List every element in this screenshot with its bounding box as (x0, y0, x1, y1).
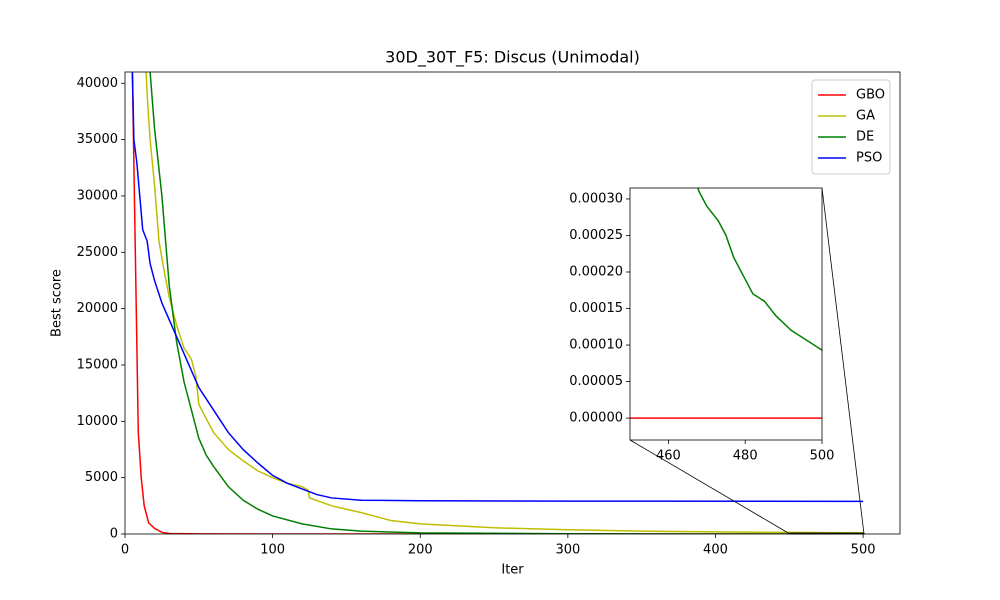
y-tick-label: 0.00015 (569, 301, 623, 316)
chart-title: 30D_30T_F5: Discus (Unimodal) (385, 48, 640, 68)
x-tick-label: 300 (555, 543, 580, 558)
plot-lines (630, 188, 822, 419)
y-tick-label: 0.00000 (569, 411, 623, 426)
y-tick-label: 0.00030 (569, 191, 623, 206)
legend-box (811, 79, 891, 175)
x-tick-label: 400 (703, 543, 728, 558)
y-tick-label: 0.00005 (569, 374, 623, 389)
x-tick-label: 0 (121, 543, 129, 558)
legend-label: GA (856, 109, 875, 124)
legend-label: GBO (856, 88, 885, 103)
zoom-connector (821, 187, 865, 535)
y-tick-label: 0.00010 (569, 338, 623, 353)
y-tick-label: 30000 (77, 188, 118, 203)
y-axis-label: Best score (50, 269, 65, 337)
x-tick-label: 500 (810, 449, 835, 464)
axes-frame (629, 187, 823, 441)
y-tick-label: 0.00025 (569, 228, 623, 243)
y-tick-label: 10000 (77, 414, 118, 429)
line-series (697, 188, 822, 351)
y-tick-label: 25000 (77, 245, 118, 260)
y-tick-label: 15000 (77, 357, 118, 372)
line-series (149, 72, 864, 534)
legend-label: DE (856, 130, 874, 145)
y-tick-label: 0 (110, 527, 118, 542)
y-tick-label: 5000 (85, 470, 118, 485)
x-tick-label: 200 (408, 543, 433, 558)
x-tick-label: 460 (656, 449, 681, 464)
line-series (131, 72, 864, 503)
y-tick-label: 40000 (77, 76, 118, 91)
y-tick-label: 35000 (77, 132, 118, 147)
x-tick-label: 480 (733, 449, 758, 464)
y-tick-label: 20000 (77, 301, 118, 316)
x-axis-label: Iter (501, 563, 524, 578)
y-tick-label: 0.00020 (569, 265, 623, 280)
legend-label: PSO (856, 151, 882, 166)
x-tick-label: 500 (851, 543, 876, 558)
plot-area (630, 188, 822, 440)
zoom-connector (629, 439, 791, 535)
line-series (145, 72, 864, 534)
x-tick-label: 100 (260, 543, 285, 558)
axes-frame (124, 71, 901, 535)
